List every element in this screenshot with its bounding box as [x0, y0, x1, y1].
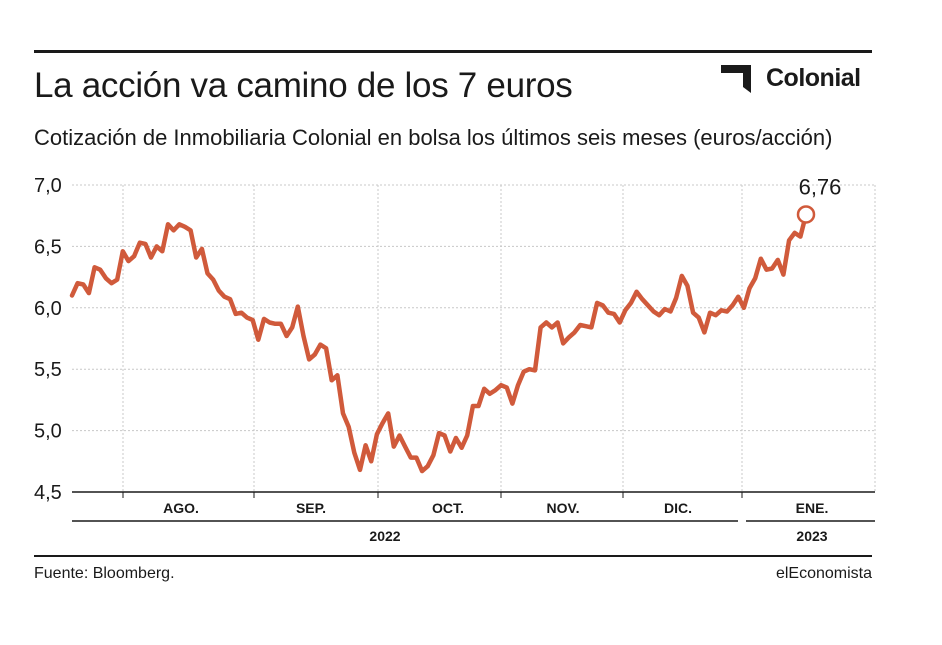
- colonial-logo-icon: [721, 65, 751, 93]
- price-series-line: [69, 212, 809, 474]
- x-month-label: NOV.: [547, 500, 580, 516]
- y-tick-label: 7,0: [34, 175, 62, 197]
- x-year-label: 2022: [369, 528, 400, 544]
- publisher-brand: elEconomista: [775, 565, 872, 582]
- bottom-rule: [34, 555, 872, 557]
- top-rule: [34, 50, 872, 53]
- source-note: Fuente: Bloomberg.: [34, 565, 175, 582]
- colonial-logo: Colonial: [720, 62, 861, 94]
- chart-subtitle: Cotización de Inmobiliaria Colonial en b…: [34, 125, 833, 150]
- last-value-label: 6,76: [799, 174, 842, 199]
- x-year-label: 2023: [796, 528, 827, 544]
- x-month-label: OCT.: [432, 500, 464, 516]
- x-month-label: ENE.: [796, 500, 829, 516]
- last-value-marker: [796, 205, 816, 224]
- x-month-label: AGO.: [163, 500, 199, 516]
- x-month-label: SEP.: [296, 500, 326, 516]
- chart-title: La acción va camino de los 7 euros: [34, 66, 573, 105]
- y-tick-label: 6,0: [34, 298, 62, 320]
- colonial-logo-text: Colonial: [766, 63, 861, 92]
- y-tick-label: 5,0: [34, 421, 62, 443]
- x-month-label: DIC.: [664, 500, 692, 516]
- y-tick-label: 6,5: [34, 236, 62, 258]
- y-tick-label: 4,5: [34, 482, 62, 504]
- y-tick-label: 5,5: [34, 359, 62, 381]
